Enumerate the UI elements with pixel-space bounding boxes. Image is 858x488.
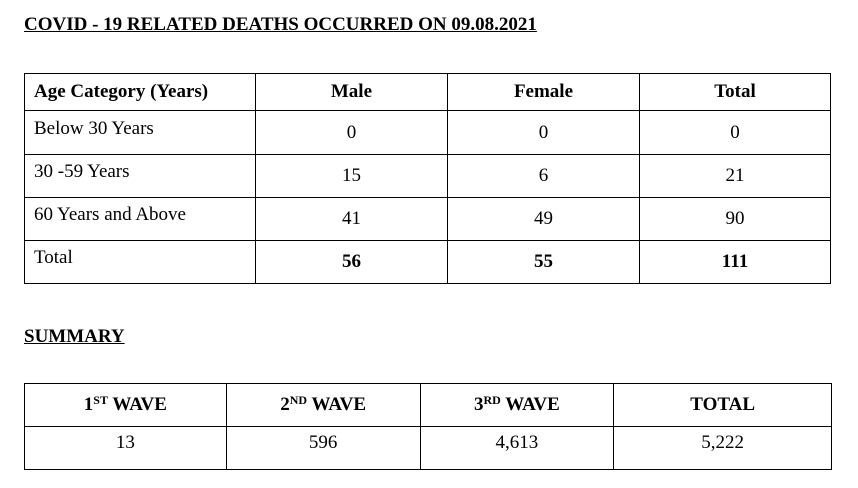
summary-values-row: 13 596 4,613 5,222: [24, 426, 832, 470]
row-label: Total: [24, 240, 256, 284]
page-title: COVID - 19 RELATED DEATHS OCCURRED ON 09…: [24, 14, 537, 35]
summary-table: 1ST WAVE 2ND WAVE 3RD WAVE TOTAL 13 596 …: [24, 383, 832, 470]
grand-total-value: 111: [639, 240, 831, 284]
table-header-row: Age Category (Years) Male Female Total: [24, 73, 831, 111]
total-value: 90: [639, 197, 831, 241]
total-value: 0: [639, 110, 831, 155]
table-row: Below 30 Years 0 0 0: [24, 110, 831, 155]
table-row: 60 Years and Above 41 49 90: [24, 197, 831, 241]
header-male: Male: [254, 73, 448, 111]
row-label: 60 Years and Above: [24, 197, 256, 241]
female-value: 0: [446, 110, 641, 155]
first-wave-value: 13: [24, 426, 227, 470]
male-total-value: 56: [254, 240, 448, 284]
header-first-wave: 1ST WAVE: [24, 383, 227, 427]
female-total-value: 55: [446, 240, 641, 284]
header-age-category: Age Category (Years): [24, 73, 256, 111]
header-third-wave: 3RD WAVE: [419, 383, 615, 427]
header-total: Total: [639, 73, 831, 111]
header-total: TOTAL: [613, 383, 832, 427]
header-second-wave: 2ND WAVE: [225, 383, 421, 427]
male-value: 0: [254, 110, 448, 155]
table-row: 30 -59 Years 15 6 21: [24, 154, 831, 198]
row-label: 30 -59 Years: [24, 154, 256, 198]
total-value: 21: [639, 154, 831, 198]
total-value: 5,222: [613, 426, 832, 470]
row-label: Below 30 Years: [24, 110, 256, 155]
second-wave-value: 596: [225, 426, 421, 470]
deaths-by-age-table: Age Category (Years) Male Female Total B…: [24, 73, 831, 284]
male-value: 41: [254, 197, 448, 241]
summary-header-row: 1ST WAVE 2ND WAVE 3RD WAVE TOTAL: [24, 383, 832, 427]
female-value: 49: [446, 197, 641, 241]
header-female: Female: [446, 73, 641, 111]
third-wave-value: 4,613: [419, 426, 615, 470]
male-value: 15: [254, 154, 448, 198]
table-total-row: Total 56 55 111: [24, 240, 831, 284]
summary-heading: SUMMARY: [24, 326, 125, 347]
female-value: 6: [446, 154, 641, 198]
